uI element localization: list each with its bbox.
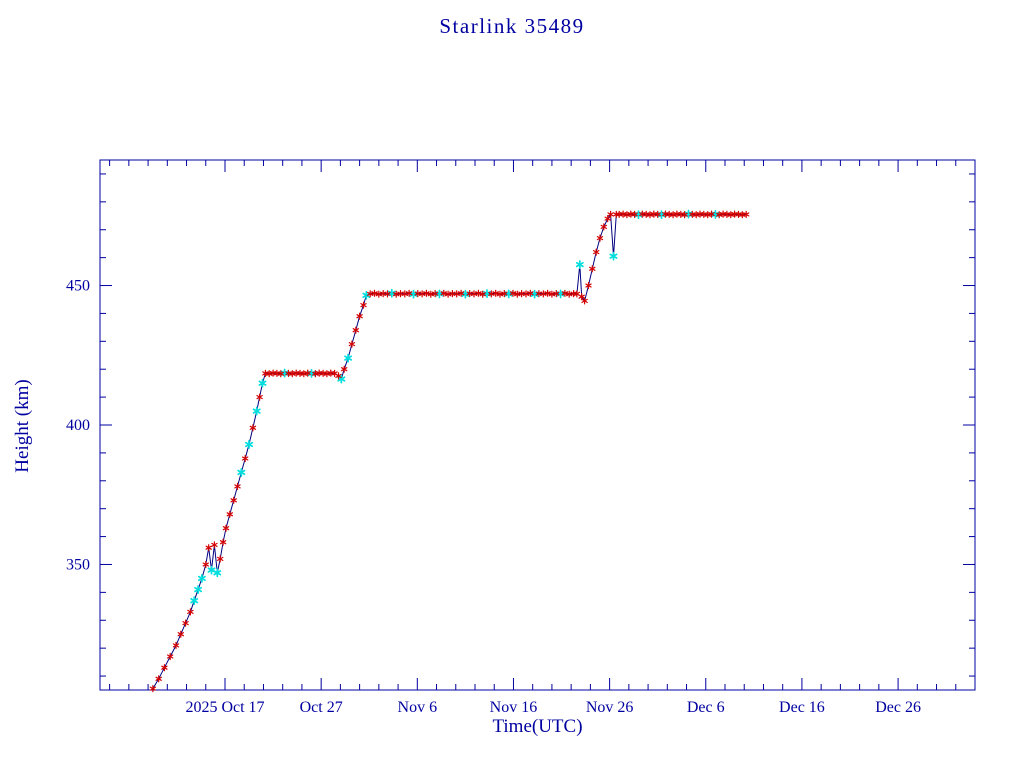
height-line <box>152 212 747 689</box>
x-tick-label: 2025 Oct 17 <box>185 699 264 716</box>
axis-ticks <box>100 160 976 690</box>
y-tick-label: 350 <box>66 556 90 573</box>
x-tick-label: Oct 27 <box>300 699 343 716</box>
red-markers <box>149 210 750 693</box>
x-tick-label: Nov 16 <box>490 699 538 716</box>
cyan-markers <box>190 209 720 606</box>
chart-title: Starlink 35489 <box>439 14 585 38</box>
x-tick-label: Dec 16 <box>779 699 825 716</box>
x-tick-label: Nov 26 <box>586 699 634 716</box>
plot-frame <box>99 159 976 691</box>
tick-labels: 2025 Oct 17 Oct 27 Nov 6 Nov 16 Nov 26 Dec 6 D… <box>66 278 921 716</box>
y-tick-label: 450 <box>66 278 90 295</box>
x-axis-label: Time(UTC) <box>492 716 583 737</box>
y-tick-label: 400 <box>66 417 90 434</box>
x-tick-label: Dec 6 <box>687 699 725 716</box>
x-tick-label: Dec 26 <box>875 699 921 716</box>
x-tick-label: Nov 6 <box>398 699 438 716</box>
